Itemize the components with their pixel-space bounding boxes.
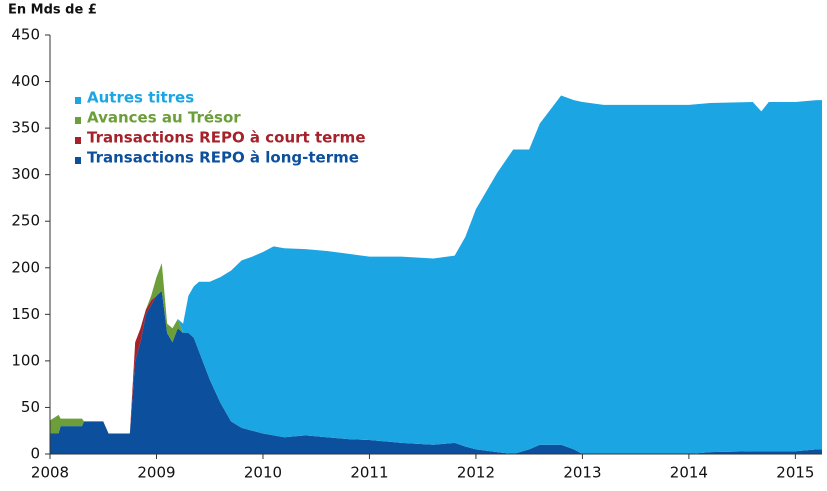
area — [50, 95, 822, 455]
x-tick-label: 2015 — [776, 464, 814, 482]
area — [50, 291, 822, 454]
x-tick-label: 2009 — [137, 464, 175, 482]
y-tick-label: 0 — [30, 445, 40, 463]
legend-swatch — [75, 97, 81, 104]
legend-label: Avances au Trésor — [87, 109, 241, 127]
y-tick-label: 50 — [21, 398, 40, 416]
legend-swatch — [75, 137, 81, 144]
y-axis-label: En Mds de £ — [8, 3, 97, 18]
legend-swatch — [75, 157, 81, 164]
legend-label: Autres titres — [87, 89, 194, 107]
legend-label: Transactions REPO à long-terme — [87, 149, 359, 167]
y-tick-label: 450 — [11, 26, 40, 44]
y-tick-label: 400 — [11, 72, 40, 90]
x-tick-label: 2010 — [244, 464, 282, 482]
y-tick-label: 200 — [11, 258, 40, 276]
x-tick-label: 2014 — [670, 464, 708, 482]
x-tick-label: 2012 — [457, 464, 495, 482]
y-tick-label: 150 — [11, 305, 40, 323]
x-tick-label: 2011 — [350, 464, 388, 482]
y-tick-label: 300 — [11, 165, 40, 183]
legend-label: Transactions REPO à court terme — [87, 129, 366, 147]
y-tick-label: 250 — [11, 212, 40, 230]
legend-swatch — [75, 117, 81, 124]
y-tick-label: 350 — [11, 119, 40, 137]
y-tick-label: 100 — [11, 351, 40, 369]
x-tick-label: 2013 — [563, 464, 601, 482]
x-tick-label: 2008 — [31, 464, 69, 482]
